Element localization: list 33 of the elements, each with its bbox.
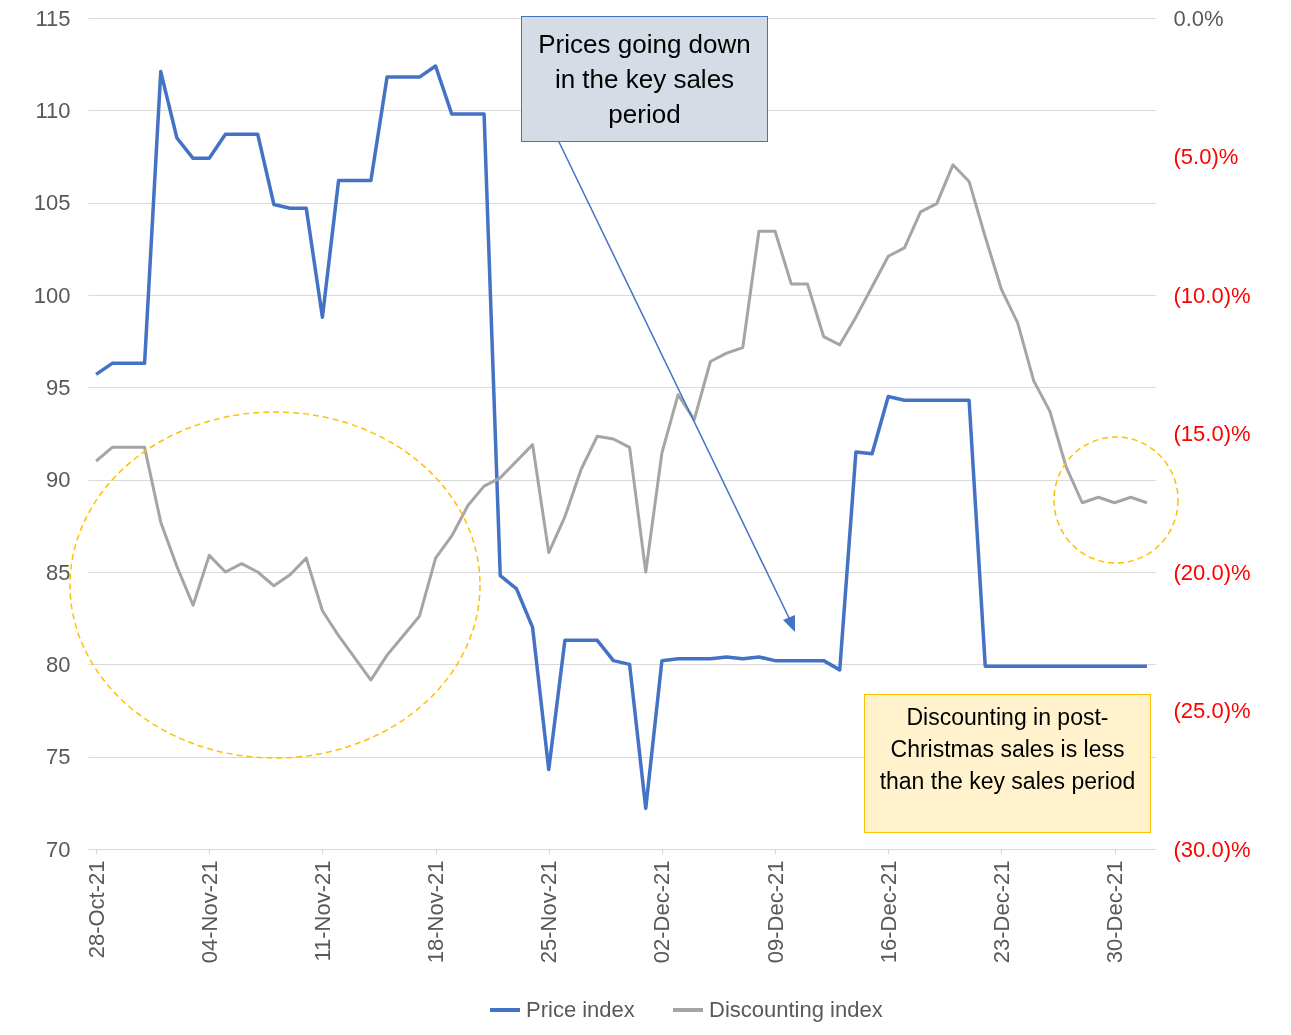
y-tick-label: 115: [35, 5, 71, 31]
y2-tick-label: (20.0)%: [1173, 559, 1251, 585]
legend-label: Discounting index: [709, 997, 883, 1022]
x-tick-label: 16-Dec-21: [875, 860, 901, 964]
y2-tick-label: (10.0)%: [1173, 282, 1251, 308]
y-tick-label: 110: [35, 97, 71, 123]
y2-tick-label: 0.0%: [1173, 5, 1224, 31]
y-tick-label: 80: [46, 651, 71, 677]
y-tick-label: 95: [46, 374, 71, 400]
y2-tick-label: (25.0)%: [1173, 698, 1251, 723]
y-tick-label: 100: [33, 282, 71, 308]
x-tick-label: 18-Nov-21: [423, 860, 449, 964]
line-series: [94, 64, 1149, 811]
x-tick-label: 09-Dec-21: [762, 860, 788, 964]
x-tick-label: 11-Nov-21: [309, 860, 335, 962]
y-tick-label: 105: [33, 190, 71, 216]
legend-label: Price index: [526, 997, 635, 1022]
x-tick-label: 02-Dec-21: [649, 860, 675, 964]
y-tick-label: 70: [46, 836, 71, 862]
x-tick-label: 04-Nov-21: [196, 860, 222, 964]
x-tick-label: 25-Nov-21: [536, 860, 562, 964]
y-tick-label: 75: [46, 744, 71, 770]
annotation: Discounting in post-Christmas sales is less than the key sales period: [864, 694, 1151, 833]
y-tick-label: 85: [46, 559, 71, 585]
y2-tick-label: (5.0)%: [1173, 144, 1239, 169]
x-tick-label: 30-Dec-21: [1102, 860, 1128, 964]
x-tick-label: 28-Oct-21: [83, 860, 109, 959]
y-tick-label: 90: [46, 467, 71, 493]
y2-tick-label: (15.0)%: [1173, 421, 1251, 446]
y2-tick-label: (30.0)%: [1173, 836, 1251, 862]
annotation: Prices going down in the key sales period: [521, 16, 768, 142]
x-tick-label: 23-Dec-21: [988, 860, 1014, 964]
line-series: [94, 163, 1149, 682]
